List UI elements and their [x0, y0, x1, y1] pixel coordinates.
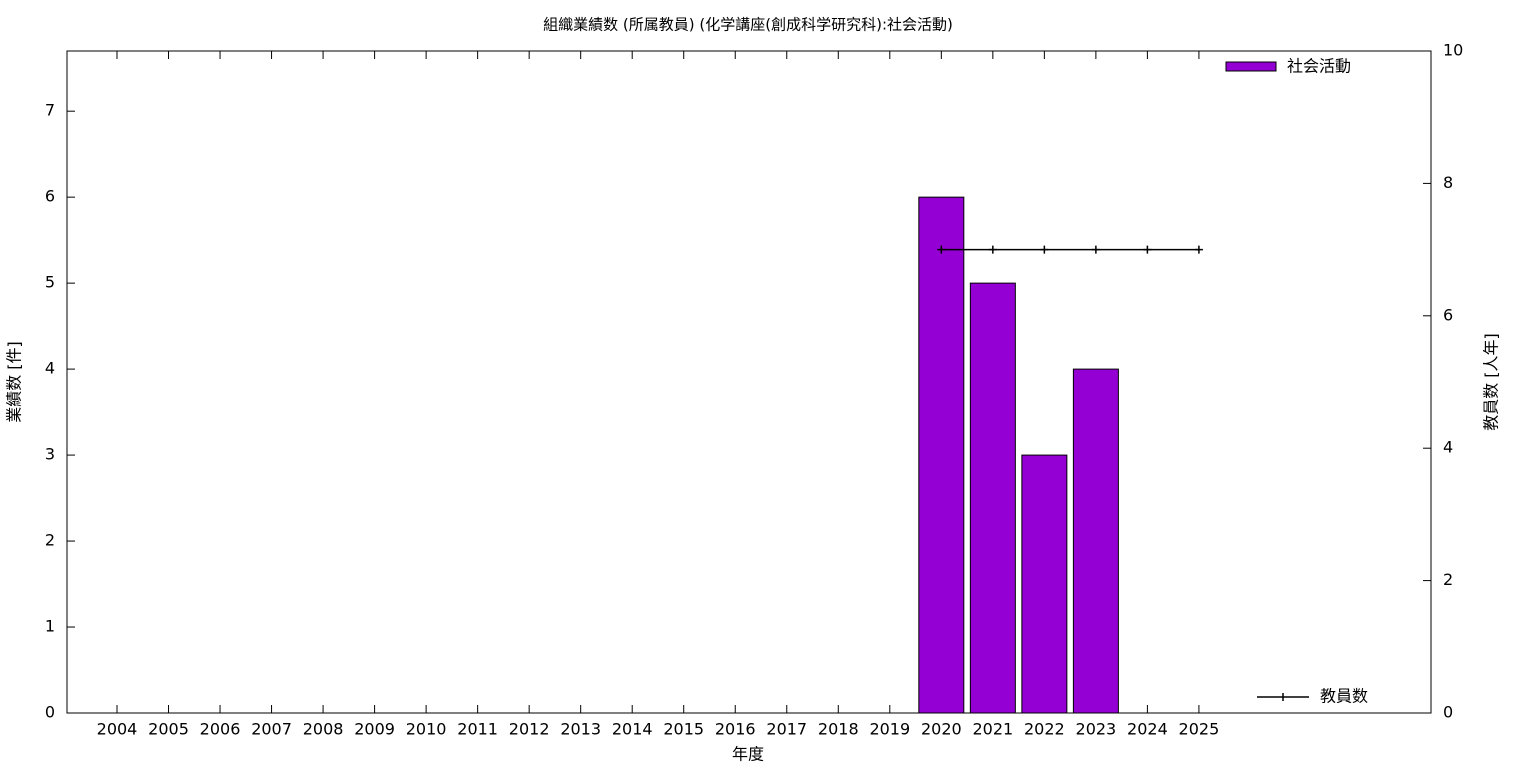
plot-frame: [66, 50, 1432, 714]
x-tick-label: 2025: [1179, 720, 1220, 739]
x-tick-label: 2012: [509, 720, 550, 739]
legend-swatch: [1225, 61, 1277, 72]
x-tick-label: 2009: [354, 720, 395, 739]
point-marker: [1091, 245, 1100, 254]
x-tick-label: 2004: [97, 720, 138, 739]
bar: [1021, 454, 1068, 714]
x-tick-label: 2008: [303, 720, 344, 739]
y-tick-label: 0: [45, 703, 55, 722]
x-tick-label: 2013: [560, 720, 601, 739]
x-tick-label: 2017: [766, 720, 807, 739]
x-tick-label: 2007: [251, 720, 292, 739]
y-tick-label: 1: [45, 617, 55, 636]
y2-tick-label: 2: [1443, 570, 1453, 589]
y-tick-label: 4: [45, 359, 55, 378]
y-tick-label: 7: [45, 101, 55, 120]
bar: [918, 196, 965, 714]
y-axis-label: 業績数 [件]: [5, 341, 24, 423]
x-tick-label: 2022: [1024, 720, 1065, 739]
y2-tick-label: 4: [1443, 438, 1453, 457]
y2-tick-label: 6: [1443, 305, 1453, 324]
point-marker: [988, 245, 997, 254]
x-tick-label: 2010: [406, 720, 447, 739]
bar: [1072, 368, 1119, 714]
point-marker: [1194, 245, 1203, 254]
y-tick-label: 3: [45, 445, 55, 464]
point-marker: [937, 245, 946, 254]
x-tick-label: 2015: [663, 720, 704, 739]
y2-axis-label: 教員数 [人年]: [1482, 333, 1501, 431]
legend-label: 社会活動: [1287, 57, 1351, 76]
x-tick-label: 2019: [869, 720, 910, 739]
x-tick-label: 2006: [200, 720, 241, 739]
x-tick-label: 2023: [1076, 720, 1117, 739]
x-tick-label: 2014: [612, 720, 653, 739]
y2-tick-label: 8: [1443, 173, 1453, 192]
point-marker: [1143, 245, 1152, 254]
chart-title: 組織業績数 (所属教員) (化学講座(創成科学研究科):社会活動): [543, 16, 953, 34]
point-marker: [1040, 245, 1049, 254]
x-tick-label: 2016: [715, 720, 756, 739]
x-tick-label: 2020: [921, 720, 962, 739]
y2-tick-label: 10: [1443, 41, 1463, 60]
bar: [969, 282, 1016, 714]
x-axis-label: 年度: [732, 745, 764, 764]
x-tick-label: 2018: [818, 720, 859, 739]
y-tick-label: 5: [45, 273, 55, 292]
y2-tick-label: 0: [1443, 703, 1453, 722]
x-tick-label: 2011: [457, 720, 498, 739]
x-tick-label: 2005: [148, 720, 189, 739]
y-tick-label: 6: [45, 187, 55, 206]
legend-label: 教員数: [1320, 687, 1368, 706]
x-tick-label: 2021: [972, 720, 1013, 739]
y-tick-label: 2: [45, 531, 55, 550]
x-tick-label: 2024: [1127, 720, 1168, 739]
